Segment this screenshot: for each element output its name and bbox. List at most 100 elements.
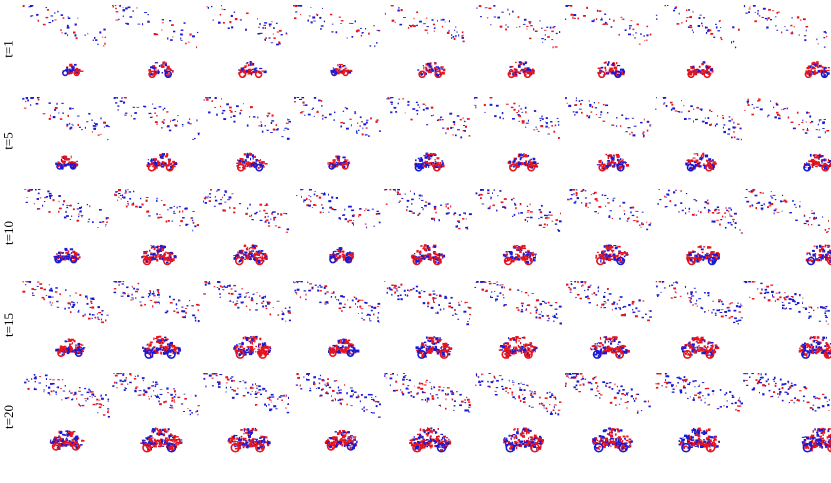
event-frame-image <box>655 281 743 359</box>
event-frame-tile <box>291 4 381 94</box>
event-frame-image <box>475 189 562 266</box>
event-frame-tile <box>653 96 743 186</box>
row-label-container: t=5 <box>0 96 18 186</box>
event-frame-tile <box>291 372 381 462</box>
time-step-row: t=20 <box>0 372 831 462</box>
time-step-label: t=5 <box>0 132 16 150</box>
event-frame-tile <box>291 188 381 278</box>
event-frame-image <box>293 5 381 77</box>
event-frame-tile <box>291 96 381 186</box>
event-frame-image <box>386 97 471 172</box>
row-label-container: t=20 <box>0 372 18 462</box>
event-frame-image <box>744 97 831 172</box>
event-frame-image <box>22 97 110 170</box>
event-frame-image <box>114 189 200 266</box>
event-frame-tile <box>741 4 831 94</box>
event-frame-image <box>384 373 471 453</box>
event-frame-image <box>384 281 472 359</box>
event-frame-tile <box>201 188 291 278</box>
event-frame-image <box>203 373 290 453</box>
event-frame-image <box>24 189 109 264</box>
event-frame-tile <box>653 188 743 278</box>
event-frame-image <box>565 5 652 79</box>
event-frame-image <box>743 373 831 453</box>
event-frame-image <box>203 97 291 172</box>
time-step-label: t=20 <box>1 405 17 429</box>
event-frame-tile <box>563 372 653 462</box>
event-frame-tile <box>201 96 291 186</box>
event-frame-image <box>474 97 560 172</box>
event-frame-tile <box>563 4 653 94</box>
event-frame-image <box>744 189 831 266</box>
event-frame-tile <box>382 96 472 186</box>
event-frame-tile <box>201 4 291 94</box>
event-frame-tile <box>110 188 200 278</box>
event-frame-tile <box>472 280 562 370</box>
event-frame-image <box>657 189 743 266</box>
event-frame-image <box>565 373 651 453</box>
event-frame-tile <box>472 372 562 462</box>
event-frame-image <box>113 97 200 172</box>
time-step-row: t=1 <box>0 4 831 94</box>
event-frame-tile <box>20 372 110 462</box>
event-frame-image <box>567 189 652 266</box>
event-frame-tile <box>653 280 743 370</box>
event-frame-tile <box>20 280 110 370</box>
event-frame-image <box>476 5 561 79</box>
event-frame-image <box>384 5 465 79</box>
event-frame-tile <box>472 96 562 186</box>
row-label-container: t=1 <box>0 4 18 94</box>
event-frame-image <box>296 189 381 264</box>
event-frame-image <box>655 373 743 453</box>
time-step-label: t=1 <box>0 40 16 58</box>
event-frame-tile <box>653 4 743 94</box>
time-step-row: t=10 <box>0 188 831 278</box>
event-frame-image <box>206 5 288 79</box>
time-step-row: t=5 <box>0 96 831 186</box>
event-frame-tile <box>110 280 200 370</box>
event-frame-tile <box>201 280 291 370</box>
time-step-label: t=15 <box>1 313 17 337</box>
event-frame-tile <box>382 4 472 94</box>
row-label-container: t=15 <box>0 280 18 370</box>
row-label-container: t=10 <box>0 188 18 278</box>
event-frame-tile <box>110 4 200 94</box>
event-frame-tile <box>563 280 653 370</box>
event-frame-tile <box>382 372 472 462</box>
event-frame-tile <box>741 280 831 370</box>
event-frame-tile <box>20 4 110 94</box>
event-frame-image <box>203 189 290 266</box>
event-frame-image <box>743 281 831 359</box>
event-frame-image <box>293 281 381 357</box>
event-frame-tile <box>741 188 831 278</box>
event-frame-tile <box>472 4 562 94</box>
event-frame-image <box>475 373 562 453</box>
event-frame-tile <box>741 372 831 462</box>
event-frame-tile <box>382 280 472 370</box>
event-frame-tile <box>563 188 653 278</box>
event-frame-tile <box>20 188 110 278</box>
event-frame-tile <box>741 96 831 186</box>
event-frame-image <box>22 5 106 77</box>
event-frame-tile <box>563 96 653 186</box>
event-frame-image <box>294 97 381 170</box>
event-frame-image <box>112 373 200 453</box>
event-frame-image <box>203 281 291 359</box>
event-frame-image <box>566 281 652 359</box>
event-frame-tile <box>201 372 291 462</box>
time-step-row: t=15 <box>0 280 831 370</box>
event-frame-image <box>565 97 652 172</box>
event-frame-tile <box>291 280 381 370</box>
event-frame-image <box>112 5 199 79</box>
event-frame-image <box>295 373 381 451</box>
event-frame-image <box>22 281 109 357</box>
event-frame-tile <box>382 188 472 278</box>
event-frame-image <box>655 5 740 79</box>
event-frame-image <box>384 189 472 266</box>
event-frame-tile <box>472 188 562 278</box>
event-frame-tile <box>110 96 200 186</box>
time-step-label: t=10 <box>1 221 17 245</box>
event-frame-image <box>743 5 830 79</box>
event-frame-image <box>24 374 110 451</box>
